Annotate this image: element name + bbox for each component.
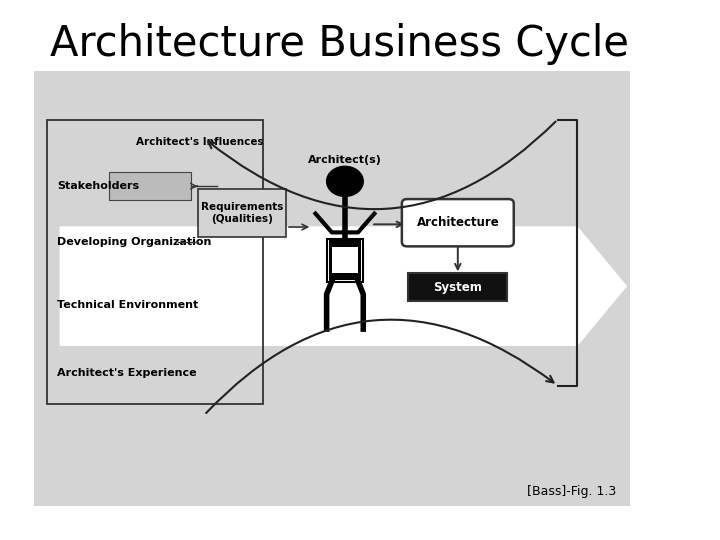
Text: Architecture: Architecture (416, 216, 499, 229)
Bar (109, 172, 191, 200)
Polygon shape (327, 239, 364, 282)
Text: Stakeholders: Stakeholders (57, 181, 139, 191)
Text: Architecture Business Cycle: Architecture Business Cycle (50, 23, 629, 65)
Polygon shape (60, 227, 626, 345)
Bar (34, 71, 629, 507)
Polygon shape (332, 247, 358, 273)
Text: Architect(s): Architect(s) (308, 155, 382, 165)
Circle shape (327, 166, 364, 197)
Text: Developing Organization: Developing Organization (57, 237, 212, 247)
Polygon shape (328, 240, 361, 280)
FancyBboxPatch shape (402, 199, 514, 246)
Bar (198, 190, 286, 237)
Text: [Bass]-Fig. 1.3: [Bass]-Fig. 1.3 (527, 485, 616, 498)
Bar (408, 273, 507, 301)
Text: Architect's Influences: Architect's Influences (135, 137, 264, 147)
Text: Technical Environment: Technical Environment (57, 300, 198, 310)
Text: Requirements
(Qualities): Requirements (Qualities) (201, 202, 283, 224)
Bar (48, 119, 263, 404)
FancyArrowPatch shape (206, 320, 554, 413)
Text: System: System (433, 281, 482, 294)
FancyArrowPatch shape (208, 122, 556, 209)
Text: Architect's Experience: Architect's Experience (57, 368, 197, 378)
